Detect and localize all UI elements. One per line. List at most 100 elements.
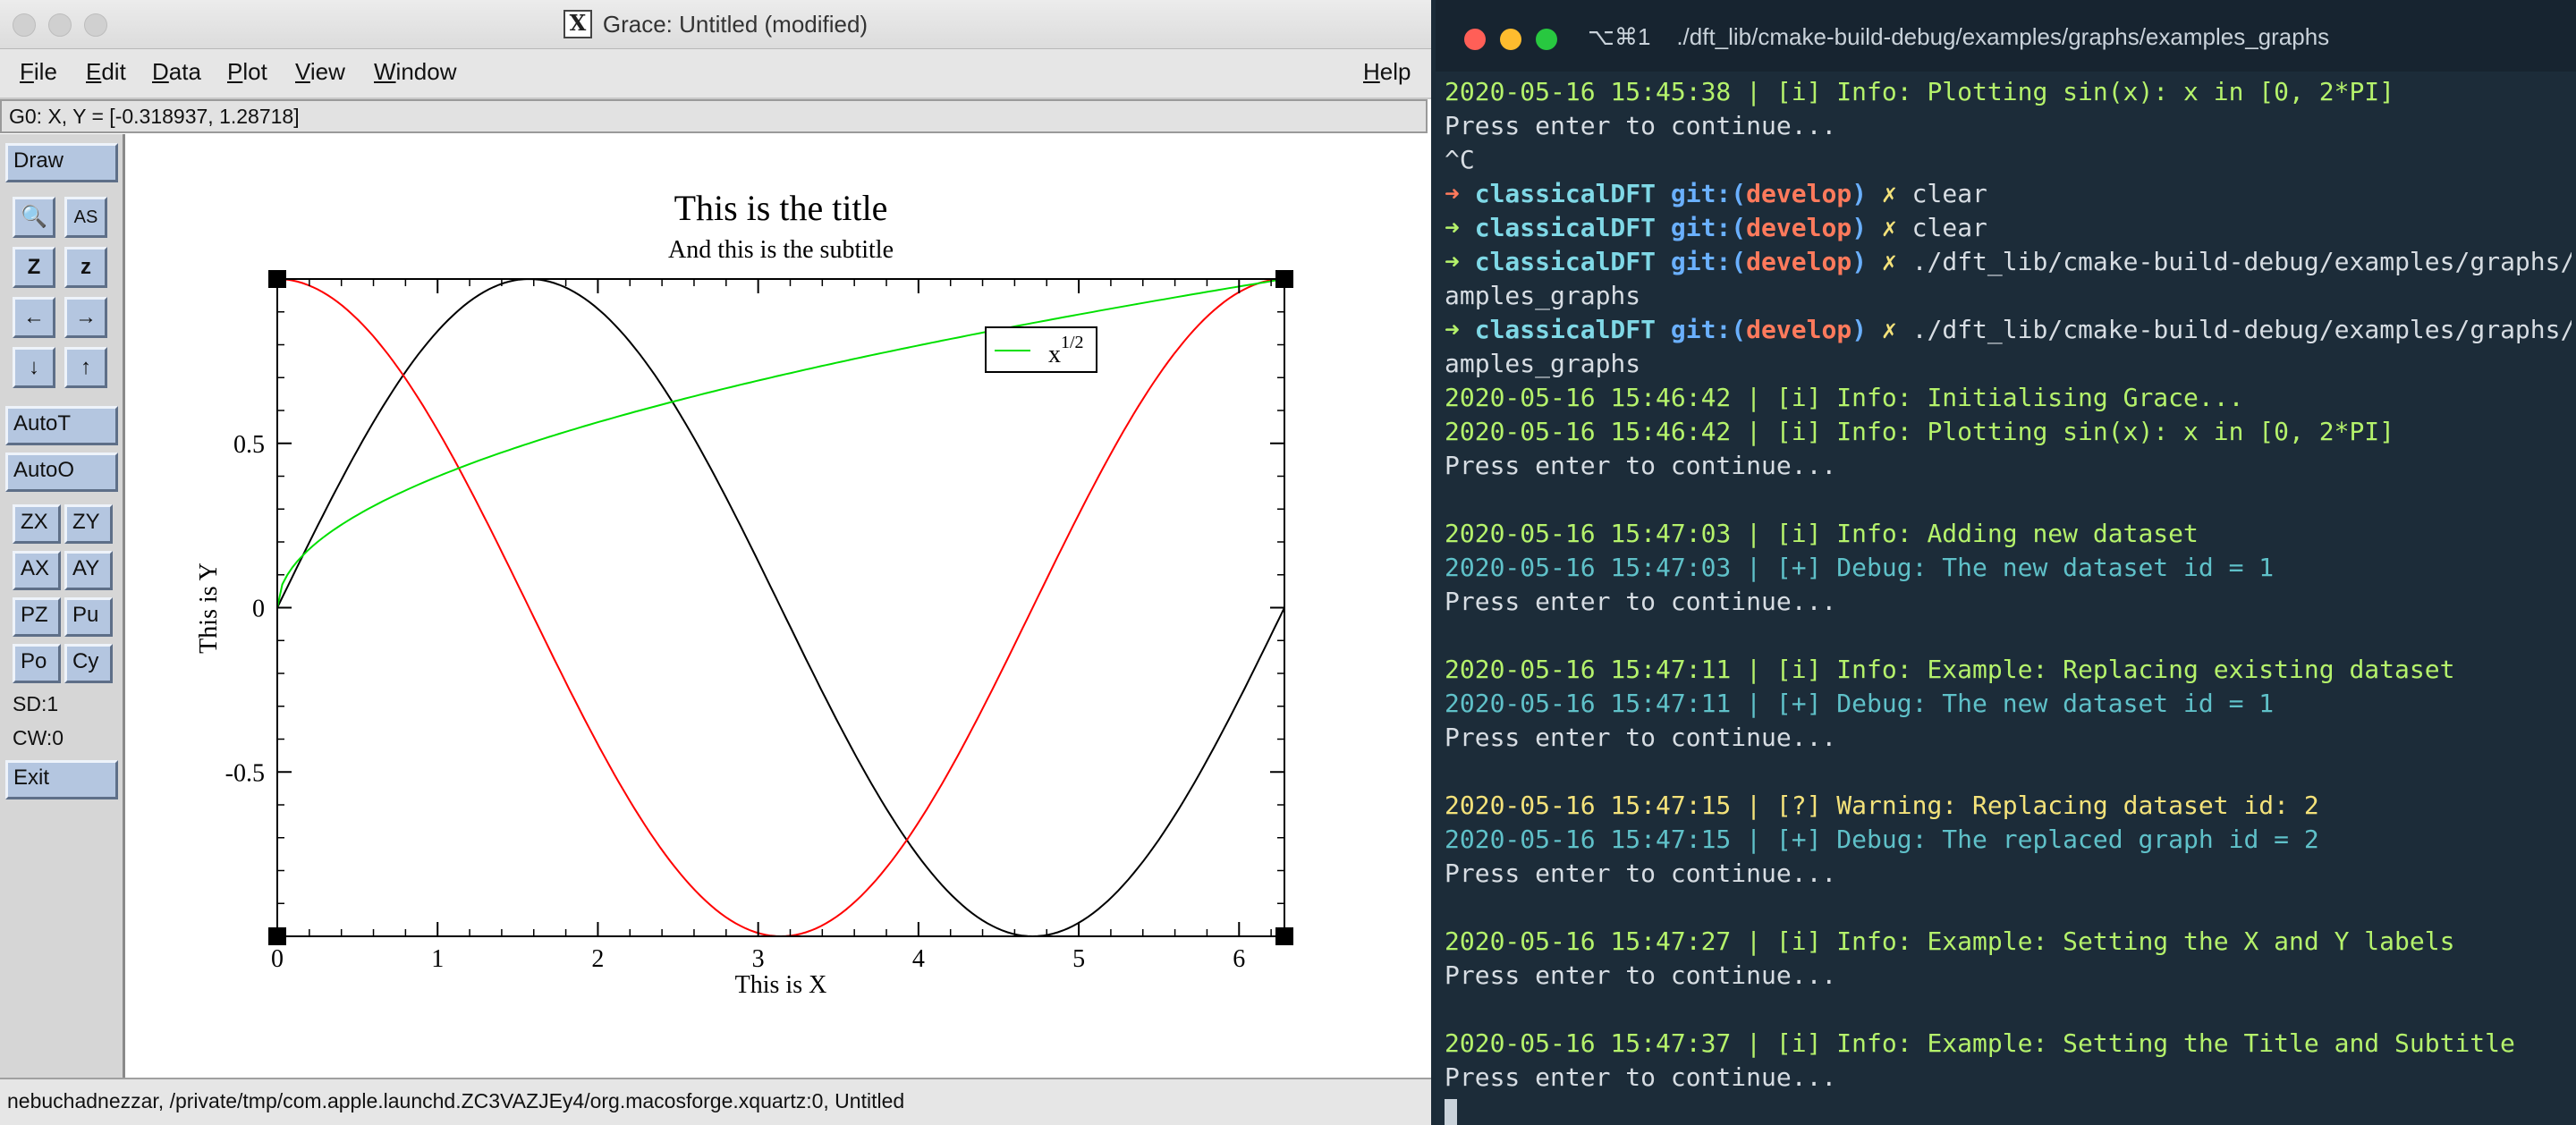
terminal-minimize-button[interactable] bbox=[1500, 29, 1521, 50]
terminal-line: Press enter to continue... bbox=[1445, 109, 2572, 143]
log-text: 2020-05-16 15:45:38 | [i] Info: Plotting… bbox=[1445, 77, 2395, 106]
log-text: 2020-05-16 15:47:03 | [i] Info: Adding n… bbox=[1445, 519, 2199, 548]
x-tick-label: 2 bbox=[591, 945, 604, 973]
draw-button[interactable]: Draw bbox=[5, 143, 118, 182]
po-button[interactable]: Po bbox=[13, 644, 61, 683]
dirty-marker-icon: ✗ bbox=[1881, 179, 1912, 208]
terminal-zoom-button[interactable] bbox=[1536, 29, 1557, 50]
terminal-line: Press enter to continue... bbox=[1445, 585, 2572, 619]
exit-button[interactable]: Exit bbox=[5, 760, 118, 799]
legend: x1/2 bbox=[985, 326, 1097, 373]
arrow-right-icon[interactable]: → bbox=[64, 297, 107, 338]
prompt-branch: develop bbox=[1746, 247, 1852, 276]
x11-logo-icon: X bbox=[563, 10, 592, 38]
autot-button[interactable]: AutoT bbox=[5, 406, 118, 445]
y-tick-label: 0.5 bbox=[233, 431, 265, 459]
arrow-up-icon[interactable]: ↑ bbox=[64, 347, 107, 388]
zoom-z-icon[interactable]: Z bbox=[13, 247, 55, 288]
prompt-command: clear bbox=[1911, 179, 1987, 208]
terminal-line: 2020-05-16 15:46:42 | [i] Info: Initiali… bbox=[1445, 381, 2572, 415]
terminal-cursor[interactable] bbox=[1445, 1099, 1457, 1125]
prompt-git: git:( bbox=[1670, 213, 1747, 242]
terminal-line: Press enter to continue... bbox=[1445, 959, 2572, 993]
prompt-command: ./dft_lib/cmake-build-debug/examples/gra… bbox=[1911, 315, 2572, 344]
locator-readout: G0: X, Y = [-0.318937, 1.28718] bbox=[0, 99, 1428, 133]
autoo-button[interactable]: AutoO bbox=[5, 453, 118, 492]
log-text: 2020-05-16 15:47:27 | [i] Info: Example:… bbox=[1445, 926, 2455, 956]
log-text: 2020-05-16 15:46:42 | [i] Info: Plotting… bbox=[1445, 417, 2395, 446]
pu-button[interactable]: Pu bbox=[64, 597, 113, 637]
menu-file[interactable]: File bbox=[20, 58, 57, 85]
menu-plot[interactable]: Plot bbox=[227, 58, 267, 85]
zy-button[interactable]: ZY bbox=[64, 504, 113, 544]
prompt-directory: classicalDFT bbox=[1474, 247, 1671, 276]
arrow-left-icon[interactable]: ← bbox=[13, 297, 55, 338]
ay-button[interactable]: AY bbox=[64, 551, 113, 590]
y-axis-label: This is Y bbox=[195, 562, 223, 654]
resize-handle[interactable] bbox=[268, 270, 286, 288]
x-tick-label: 1 bbox=[431, 945, 444, 973]
resize-handle[interactable] bbox=[1275, 270, 1293, 288]
resize-handle[interactable] bbox=[268, 927, 286, 945]
y-tick-label: -0.5 bbox=[225, 759, 265, 787]
terminal-line: 2020-05-16 15:47:27 | [i] Info: Example:… bbox=[1445, 925, 2572, 959]
grace-titlebar[interactable]: X Grace: Untitled (modified) bbox=[0, 0, 1431, 49]
log-text: 2020-05-16 15:47:37 | [i] Info: Example:… bbox=[1445, 1028, 2515, 1058]
dirty-marker-icon: ✗ bbox=[1881, 247, 1912, 276]
log-text: 2020-05-16 15:47:11 | [i] Info: Example:… bbox=[1445, 655, 2455, 684]
terminal-line: Press enter to continue... bbox=[1445, 857, 2572, 891]
terminal-line: ➜ classicalDFT git:(develop) ✗ clear bbox=[1445, 211, 2572, 245]
autoscale-text-icon[interactable]: AS bbox=[64, 197, 107, 238]
prompt-git: git:( bbox=[1670, 179, 1747, 208]
chart-title: This is the title bbox=[674, 188, 888, 228]
log-text: Press enter to continue... bbox=[1445, 1062, 1837, 1092]
menu-help[interactable]: Help bbox=[1363, 58, 1411, 85]
magnifier-icon[interactable]: 🔍 bbox=[13, 197, 55, 238]
terminal-titlebar[interactable]: ⌥⌘1 ./dft_lib/cmake-build-debug/examples… bbox=[1436, 0, 2576, 72]
menu-view[interactable]: View bbox=[295, 58, 345, 85]
terminal-line: ➜ classicalDFT git:(develop) ✗ ./dft_lib… bbox=[1445, 313, 2572, 347]
current-world-label: CW:0 bbox=[13, 726, 64, 749]
set-default-label: SD:1 bbox=[13, 692, 59, 715]
terminal-line bbox=[1445, 891, 2572, 925]
log-text: 2020-05-16 15:47:03 | [+] Debug: The new… bbox=[1445, 553, 2275, 582]
terminal-line: Press enter to continue... bbox=[1445, 449, 2572, 483]
cy-button[interactable]: Cy bbox=[64, 644, 113, 683]
log-text: ^C bbox=[1445, 145, 1475, 174]
prompt-git: ) bbox=[1852, 179, 1882, 208]
menu-data[interactable]: Data bbox=[152, 58, 201, 85]
terminal-line: amples_graphs bbox=[1445, 279, 2572, 313]
prompt-command: clear bbox=[1911, 213, 1987, 242]
terminal-line bbox=[1445, 755, 2572, 789]
log-text: amples_graphs bbox=[1445, 281, 1641, 310]
terminal-line bbox=[1445, 619, 2572, 653]
zx-button[interactable]: ZX bbox=[13, 504, 61, 544]
arrow-down-icon[interactable]: ↓ bbox=[13, 347, 55, 388]
menu-window[interactable]: Window bbox=[374, 58, 457, 85]
resize-handle[interactable] bbox=[1275, 927, 1293, 945]
pz-button[interactable]: PZ bbox=[13, 597, 61, 637]
zoom-button[interactable] bbox=[84, 13, 107, 37]
zoom-z-small-icon[interactable]: z bbox=[64, 247, 107, 288]
terminal-line: 2020-05-16 15:47:11 | [+] Debug: The new… bbox=[1445, 687, 2572, 721]
x-tick-label: 4 bbox=[912, 945, 925, 973]
close-button[interactable] bbox=[13, 13, 36, 37]
x-tick-label: 6 bbox=[1233, 945, 1245, 973]
prompt-git: ) bbox=[1852, 315, 1882, 344]
terminal-close-button[interactable] bbox=[1464, 29, 1486, 50]
legend-label: x1/2 bbox=[1048, 333, 1084, 368]
x-axis-label: This is X bbox=[735, 971, 827, 999]
menu-edit[interactable]: Edit bbox=[86, 58, 126, 85]
log-text: 2020-05-16 15:47:11 | [+] Debug: The new… bbox=[1445, 689, 2275, 718]
terminal-line: amples_graphs bbox=[1445, 347, 2572, 381]
prompt-git: ) bbox=[1852, 247, 1882, 276]
terminal-window[interactable]: ⌥⌘1 ./dft_lib/cmake-build-debug/examples… bbox=[1436, 0, 2576, 1125]
prompt-directory: classicalDFT bbox=[1474, 315, 1671, 344]
terminal-line: 2020-05-16 15:47:11 | [i] Info: Example:… bbox=[1445, 653, 2572, 687]
minimize-button[interactable] bbox=[48, 13, 72, 37]
log-text: 2020-05-16 15:47:15 | [?] Warning: Repla… bbox=[1445, 791, 2319, 820]
plot-canvas[interactable]: This is the title And this is the subtit… bbox=[125, 134, 1431, 1078]
series-line-3 bbox=[276, 278, 1285, 608]
ax-button[interactable]: AX bbox=[13, 551, 61, 590]
dirty-marker-icon: ✗ bbox=[1881, 213, 1912, 242]
